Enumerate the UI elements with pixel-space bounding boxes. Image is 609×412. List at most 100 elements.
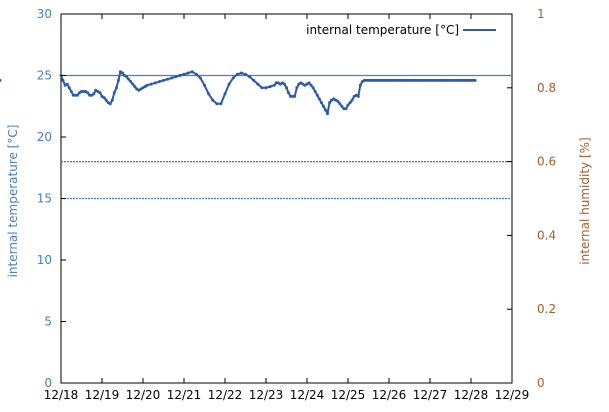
legend: internal temperature [°C] [306,23,496,37]
data-point [104,98,108,102]
data-point [311,86,315,90]
data-point [426,78,430,82]
data-point [295,86,299,90]
data-point [157,80,161,84]
data-point [125,75,129,79]
data-point [414,78,418,82]
data-point [153,81,157,85]
data-point [256,82,260,86]
data-point [326,112,329,116]
data-point [283,82,286,86]
data-point [227,82,231,86]
data-point [116,78,120,82]
y-axis-right: 0 0.2 0.4 0.6 0.8 1 [507,7,556,390]
data-point [436,78,440,82]
x-tick-label: 12/24 [290,388,325,402]
data-point [293,94,297,98]
reference-lines [61,74,512,200]
data-point [442,78,446,82]
data-point [61,78,65,82]
data-point [121,71,124,75]
y-tick-label: 25 [37,69,52,83]
data-point [449,78,452,82]
data-point [338,102,342,106]
data-point [149,82,153,86]
data-point [463,78,467,82]
data-point [395,78,399,82]
data-point [73,93,77,97]
data-point [313,90,317,93]
data-point [182,72,186,76]
data-point [416,78,420,82]
data-point [469,78,473,82]
data-point [336,99,340,103]
data-point [364,78,368,82]
data-point [75,93,79,97]
data-point [252,78,256,82]
data-point [467,78,471,82]
data-point [344,107,348,111]
data-point [186,71,190,75]
data-point [287,91,290,95]
data-point [198,76,202,80]
data-point [145,83,149,87]
data-point [350,98,354,102]
x-tick-label: 12/25 [331,388,366,402]
data-point [317,97,321,101]
data-point [86,91,90,95]
data-point [457,78,461,82]
data-point [309,83,313,87]
data-point [219,102,223,106]
x-tick-label: 12/28 [454,388,489,402]
y-tick-label: 0 [44,376,52,390]
data-point [268,85,272,89]
data-point [194,72,198,76]
data-point [0,78,2,82]
y2-tick-label: 0.8 [537,81,556,95]
y2-tick-label: 0.2 [537,302,556,316]
data-point [348,101,352,105]
data-point [215,102,219,106]
data-point [307,81,311,85]
data-point [88,93,92,97]
data-point [82,90,85,93]
x-tick-label: 12/19 [85,388,120,402]
x-tick-label: 12/20 [126,388,161,402]
data-point [260,86,264,90]
data-point [324,108,327,112]
y-tick-label: 5 [44,315,52,329]
data-point [453,78,457,82]
data-point [69,90,73,93]
data-point [420,78,424,82]
data-point [162,78,165,82]
data-point [178,74,182,77]
data-point [203,83,206,87]
data-point [473,78,477,82]
legend-label: internal temperature [°C] [306,23,459,37]
data-point [428,78,432,82]
data-point [239,71,243,75]
y-tick-label: 15 [37,192,52,206]
data-point [315,93,319,97]
data-point [129,80,133,84]
y-axis-title: internal temperature [°C] [6,125,20,278]
y2-axis-title: internal humidity [%] [578,137,592,264]
x-tick-label: 12/27 [413,388,448,402]
y-tick-label: 20 [37,130,52,144]
data-point [174,75,178,79]
data-point [387,78,391,82]
data-point [405,78,409,82]
data-point [170,76,174,80]
data-point [211,98,215,102]
data-point [375,78,379,82]
data-point [108,102,112,106]
data-point [358,83,362,87]
data-point [367,78,370,82]
data-point [235,72,239,76]
data-point [264,86,268,90]
data-point [112,91,116,95]
data-point [321,104,325,108]
y2-tick-label: 0 [537,376,545,390]
data-point [131,82,135,86]
